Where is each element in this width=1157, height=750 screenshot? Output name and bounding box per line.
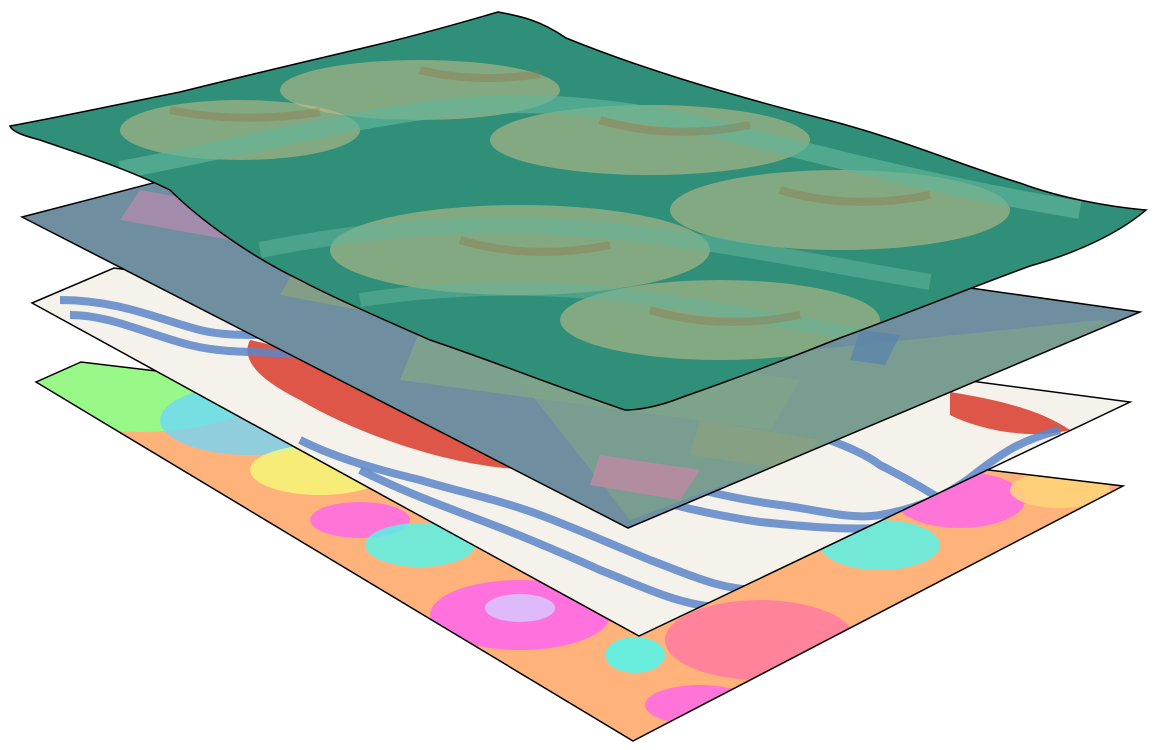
relief-shadow [648,306,801,326]
bands-layer-outline [30,267,1133,637]
relief-valley [258,217,932,290]
relief-ridge [490,105,810,175]
relief-shadow [169,106,321,122]
anomaly-zone [1010,472,1110,508]
relief-shadow [419,66,541,83]
relief-valley [118,95,1082,219]
geology-unit [690,420,820,470]
geology-layer-outline [19,175,1143,529]
terrain-outline [9,11,1148,411]
relief-shadow [778,186,931,206]
relief-shadow [458,236,611,256]
anomaly-zone [485,594,555,622]
geology-unit [590,455,700,500]
anomaly-layer-outline [34,361,1126,742]
relief-shadow [598,116,751,136]
relief-ridge [670,170,1010,250]
terrain-relief-layer [9,11,1148,411]
anomaly-zone [605,637,665,673]
anomaly-zone [645,685,755,725]
anomaly-zone [365,523,475,567]
geology-unit [850,330,900,365]
relief-ridge [120,100,360,160]
band-zone [950,392,1070,435]
